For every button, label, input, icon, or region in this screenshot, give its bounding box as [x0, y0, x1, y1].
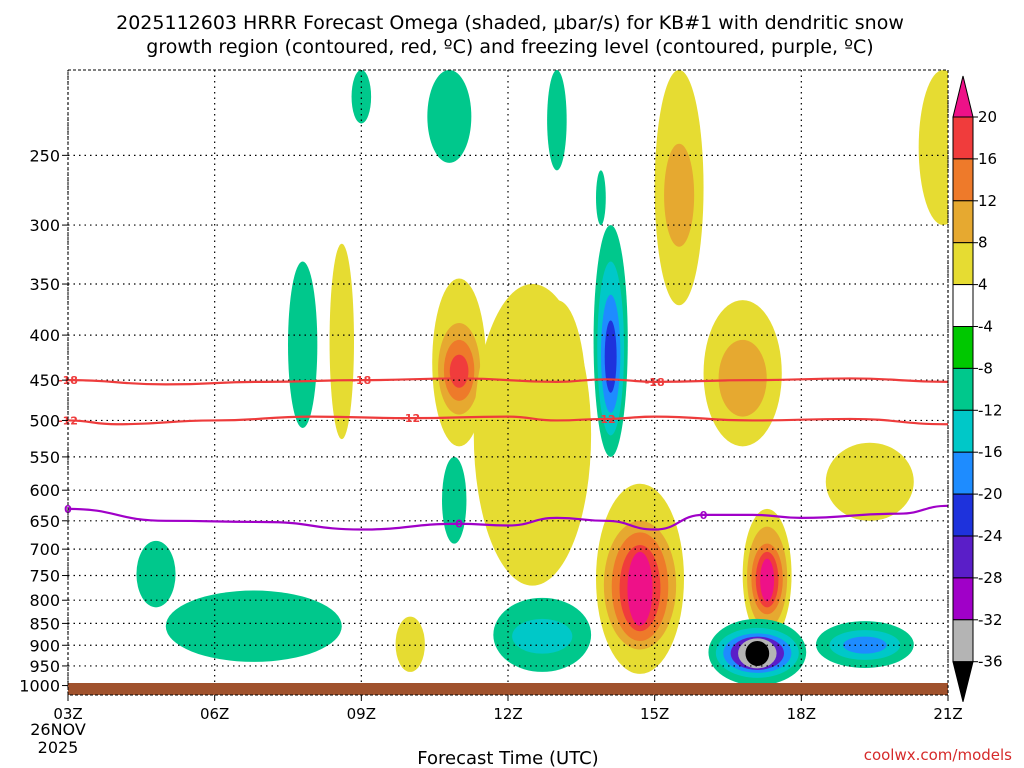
y-tick-label-750: 750 — [29, 567, 60, 586]
y-tick-label-500: 500 — [29, 411, 60, 430]
y-tick-label-800: 800 — [29, 591, 60, 610]
y-tick-label-650: 650 — [29, 512, 60, 531]
contour-dgz-minus12 — [67, 415, 949, 426]
colorbar-swatch-2 — [952, 158, 974, 202]
y-tick-label-450: 450 — [29, 371, 60, 390]
omega-cell-19-level-0 — [547, 70, 567, 171]
contour-label-dgz-minus12: -12 — [400, 412, 420, 425]
colorbar: 20 16 12 8 4 -4 -8 -12 -16 -20 -24 -28 -32 -36 — [952, 75, 1003, 702]
y-tick-label-850: 850 — [29, 614, 60, 633]
omega-cell-11-level-3 — [604, 320, 617, 393]
colorbar-label-8: 8 — [978, 234, 988, 252]
omega-cell-9-level-0 — [825, 442, 914, 521]
colorbar-swatch-11 — [952, 535, 974, 579]
omega-cell-15-level-0 — [136, 540, 176, 608]
omega-cell-12-level-0 — [288, 261, 318, 429]
colorbar-swatch-1 — [952, 116, 974, 160]
chart-title-line2: growth region (contoured, red, ºC) and f… — [146, 36, 873, 58]
colorbar-bottom-arrow — [952, 661, 974, 702]
y-tick-label-550: 550 — [29, 448, 60, 467]
colorbar-swatch-7 — [952, 367, 974, 411]
x-tick-label-09Z: 09Z — [347, 705, 376, 723]
x-tick-label-06Z: 06Z — [200, 705, 229, 723]
colorbar-swatch-13 — [952, 619, 974, 663]
omega-cell-16-level-1 — [512, 618, 573, 654]
omega-cell-4-level-4 — [760, 558, 775, 602]
contour-label-freezing-level-0: 0 — [700, 509, 708, 522]
omega-cell-3-level-4 — [627, 551, 653, 626]
colorbar-label-16: 16 — [978, 150, 997, 168]
y-tick-label-1000: 1000 — [19, 677, 60, 696]
colorbar-swatch-4 — [952, 242, 974, 286]
omega-cell-6-level-0 — [329, 243, 354, 440]
omega-cell-0-level-3 — [449, 354, 469, 388]
y-tick-label-950: 950 — [29, 657, 60, 676]
colorbar-swatch-3 — [952, 200, 974, 244]
colorbar-label-12: 12 — [978, 192, 997, 210]
colorbar-swatch-5 — [952, 284, 974, 328]
omega-cell-7-level-0 — [473, 284, 592, 586]
x-axis-title: Forecast Time (UTC) — [417, 748, 598, 768]
contour-dgz-minus18 — [67, 377, 949, 386]
contour-label-freezing-level-0: 0 — [455, 518, 463, 531]
omega-cell-8-level-0 — [395, 616, 425, 672]
x-axis: 03Z 06Z 09Z 12Z 15Z 18Z 21Z — [53, 695, 963, 723]
omega-cell-2-level-1 — [664, 143, 695, 247]
colorbar-label--12: -12 — [978, 401, 1003, 419]
omega-cell-22-level-2 — [843, 636, 887, 654]
omega-cell-10-level-0 — [918, 70, 948, 226]
contour-label-dgz-minus18: -18 — [645, 376, 665, 389]
y-tick-label-300: 300 — [29, 216, 60, 235]
ground-strip — [68, 683, 948, 695]
x-tick-label-12Z: 12Z — [493, 705, 522, 723]
x-tick-label-03Z: 03Z — [53, 705, 82, 723]
omega-cell-20-level-0 — [596, 170, 606, 226]
date-label-day: 26NOV — [30, 720, 86, 739]
colorbar-label--4: -4 — [978, 318, 993, 336]
colorbar-top-arrow — [952, 75, 974, 118]
colorbar-label--24: -24 — [978, 527, 1003, 545]
omega-cell-17-level-0 — [351, 70, 372, 124]
y-axis: 250 300 350 400 450 500 550 600 650 700 750 800 850 9… — [19, 146, 68, 696]
colorbar-swatch-6 — [952, 326, 974, 369]
date-label-year: 2025 — [38, 738, 79, 757]
chart-title-line1: 2025112603 HRRR Forecast Omega (shaded, … — [116, 12, 904, 34]
colorbar-label--32: -32 — [978, 611, 1003, 629]
colorbar-swatch-12 — [952, 577, 974, 621]
colorbar-label--28: -28 — [978, 569, 1003, 587]
contour-label-dgz-minus18: -18 — [351, 374, 371, 387]
y-tick-label-700: 700 — [29, 540, 60, 559]
y-tick-label-350: 350 — [29, 275, 60, 294]
omega-cell-18-level-0 — [427, 70, 472, 163]
y-tick-label-250: 250 — [29, 146, 60, 165]
colorbar-label--16: -16 — [978, 443, 1003, 461]
contour-freezing-level-0 — [67, 504, 949, 531]
omega-cell-13-level-0 — [165, 590, 342, 662]
x-tick-label-21Z: 21Z — [933, 705, 962, 723]
colorbar-swatch-8 — [952, 409, 974, 453]
colorbar-swatch-10 — [952, 493, 974, 537]
x-tick-label-15Z: 15Z — [640, 705, 669, 723]
y-tick-label-600: 600 — [29, 481, 60, 500]
x-tick-label-18Z: 18Z — [787, 705, 816, 723]
colorbar-label--8: -8 — [978, 359, 993, 377]
y-tick-label-900: 900 — [29, 636, 60, 655]
colorbar-label--36: -36 — [978, 653, 1003, 671]
colorbar-label-20: 20 — [978, 108, 997, 126]
omega-cell-14-level-0 — [442, 456, 467, 544]
omega-shaded-field — [136, 70, 948, 686]
contour-label-dgz-minus12: -12 — [596, 413, 616, 426]
y-tick-label-400: 400 — [29, 326, 60, 345]
colorbar-label--20: -20 — [978, 485, 1003, 503]
colorbar-label-4: 4 — [978, 276, 988, 294]
omega-cell-5-level-1 — [718, 339, 767, 417]
credit-link[interactable]: coolwx.com/models — [864, 746, 1012, 764]
colorbar-swatch-9 — [952, 451, 974, 495]
omega-cell-21-level-5 — [745, 640, 770, 666]
